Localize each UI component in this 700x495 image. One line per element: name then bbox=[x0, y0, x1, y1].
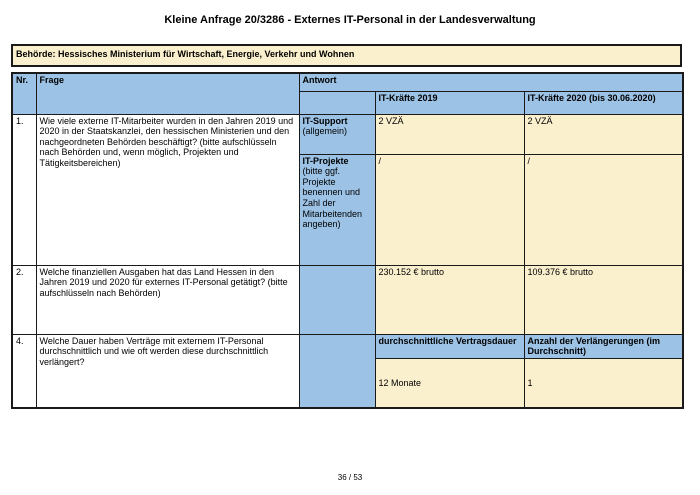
q2-question: Welche finanziellen Ausgaben hat das Lan… bbox=[35, 264, 300, 335]
q1-projekte-answer-2020: / bbox=[523, 153, 684, 266]
header-frage: Frage bbox=[35, 72, 300, 115]
q1-projekte-label-note: (bitte ggf. Projekte benennen und Zahl d… bbox=[302, 166, 363, 230]
q4-answer-duration: 12 Monate bbox=[374, 357, 525, 409]
table-row-q4-subheader: 4. Welche Dauer haben Verträge mit exter… bbox=[11, 333, 684, 409]
q2-number: 2. bbox=[11, 264, 37, 335]
header-row-main: Nr. Frage Antwort bbox=[11, 72, 684, 115]
page-number: 36 / 53 bbox=[337, 473, 363, 482]
header-antwort: Antwort bbox=[298, 72, 684, 92]
q4-subheader-extensions: Anzahl der Verlängerungen (im Durchschni… bbox=[523, 333, 684, 359]
q4-question: Welche Dauer haben Verträge mit externem… bbox=[35, 333, 300, 409]
q1-projekte-label: IT-Projekte (bitte ggf. Projekte benenne… bbox=[298, 153, 376, 266]
q1-projekte-answer-2019: / bbox=[374, 153, 525, 266]
q1-support-label: IT-Support (allgemein) bbox=[298, 113, 376, 155]
header-it-2020: IT-Kräfte 2020 (bis 30.06.2020) bbox=[523, 90, 684, 115]
table-row-q1-projekte: IT-Projekte (bitte ggf. Projekte benenne… bbox=[12, 153, 684, 266]
header-row-years: IT-Kräfte 2019 IT-Kräfte 2020 (bis 30.06… bbox=[12, 90, 684, 115]
q2-answer-2020: 109.376 € brutto bbox=[523, 264, 684, 335]
behoerde-banner-text: Behörde: Hessisches Ministerium für Wirt… bbox=[16, 49, 355, 59]
q1-question: Wie viele externe IT-Mitarbeiter wurden … bbox=[35, 113, 300, 266]
q2-answer-2019: 230.152 € brutto bbox=[374, 264, 525, 335]
q1-projekte-label-title: IT-Projekte bbox=[302, 155, 349, 166]
qa-table: Nr. Frage Antwort IT-Kräfte 2019 IT-Kräf… bbox=[11, 72, 685, 409]
q1-support-answer-2019: 2 VZÄ bbox=[374, 113, 525, 155]
behoerde-banner: Behörde: Hessisches Ministerium für Wirt… bbox=[11, 44, 682, 67]
table-row-q1-support: 1. Wie viele externe IT-Mitarbeiter wurd… bbox=[11, 113, 684, 266]
header-label-spacer bbox=[298, 90, 376, 115]
q2-label-spacer bbox=[298, 264, 376, 335]
q4-subheader-duration: durchschnittliche Vertragsdauer bbox=[374, 333, 525, 359]
table-row-q2: 2. Welche finanziellen Ausgaben hat das … bbox=[11, 264, 684, 335]
header-nr: Nr. bbox=[11, 72, 37, 115]
q4-number: 4. bbox=[11, 333, 37, 409]
header-it-2019: IT-Kräfte 2019 bbox=[374, 90, 525, 115]
q1-support-label-note: (allgemein) bbox=[302, 126, 348, 137]
q1-support-label-title: IT-Support bbox=[302, 115, 348, 126]
page-title: Kleine Anfrage 20/3286 - Externes IT-Per… bbox=[164, 14, 536, 26]
q4-answer-extensions: 1 bbox=[523, 357, 684, 409]
q1-number: 1. bbox=[11, 113, 37, 266]
q1-support-answer-2020: 2 VZÄ bbox=[523, 113, 684, 155]
q4-label-spacer bbox=[298, 333, 376, 409]
table-row-q4-values: 12 Monate 1 bbox=[12, 357, 684, 409]
